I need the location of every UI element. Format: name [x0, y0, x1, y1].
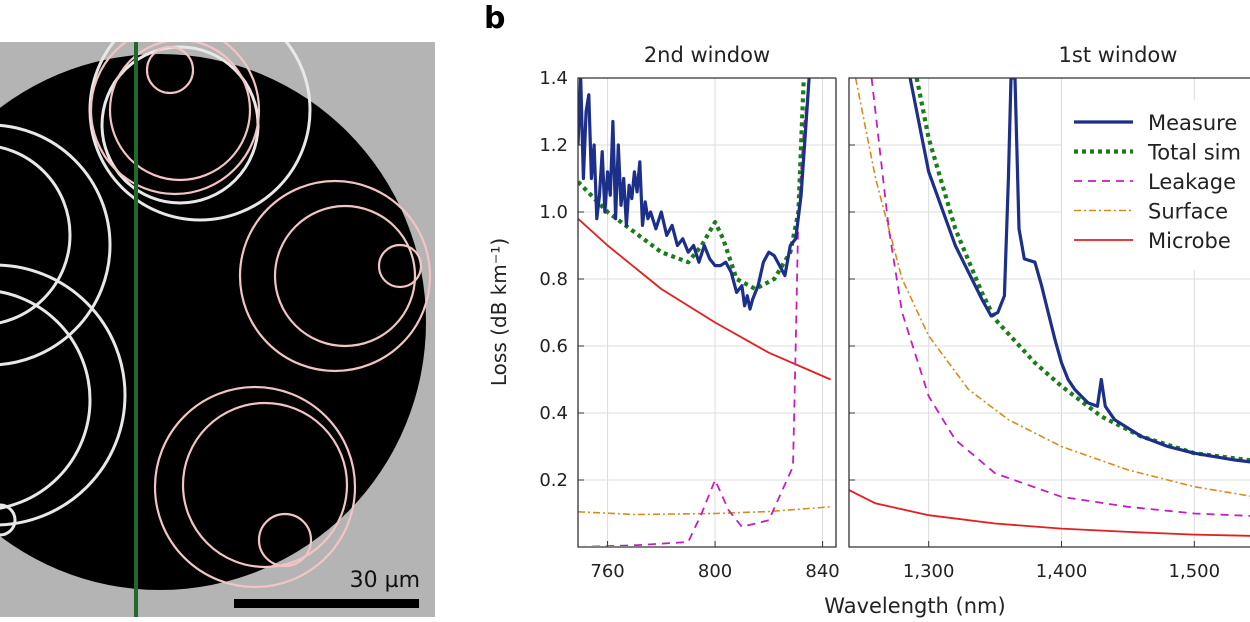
x-axis-label: Wavelength (nm): [824, 594, 1005, 618]
series-surface: [854, 78, 1250, 497]
panel-title: 1st window: [1059, 43, 1178, 67]
series-microbending: [849, 489, 1250, 537]
y-tick-label: 0.2: [539, 470, 568, 491]
x-tick-label: 1,400: [1036, 561, 1088, 582]
y-axis-label: Loss (dB km⁻¹): [487, 238, 511, 386]
panel-a-micrograph: 30 µm: [0, 42, 435, 617]
plot-frame: [848, 77, 1250, 548]
y-tick-label: 1.0: [539, 202, 568, 223]
series-microbending: [578, 218, 831, 381]
x-tick-label: 800: [698, 561, 732, 582]
scale-bar: [234, 599, 419, 608]
x-tick-label: 1,300: [903, 561, 955, 582]
legend-entry: Leakage: [1148, 170, 1236, 194]
series-total: [578, 78, 806, 292]
y-tick-label: 1.2: [539, 135, 568, 156]
legend-entry: Microbe: [1148, 229, 1231, 253]
y-tick-label: 0.8: [539, 269, 568, 290]
legend: Measure Total sim Leakage Surface Microbe: [1062, 100, 1250, 270]
legend-background: [1062, 100, 1250, 270]
panel-2: 1st window 1,300 1,400 1,500: [848, 43, 1250, 582]
y-tick-label: 0.4: [539, 403, 568, 424]
y-tick-label: 0.6: [539, 336, 568, 357]
cladding-rings-designed: [89, 42, 432, 589]
y-tick-label: 1.4: [539, 68, 568, 89]
legend-entry: Total sim: [1147, 141, 1241, 165]
panel-b-label: b: [484, 1, 505, 36]
fiber-core: [0, 54, 426, 590]
series-total: [914, 78, 1250, 463]
plot-frame: [577, 77, 837, 548]
series-measured: [908, 78, 1250, 464]
x-tick-label: 840: [805, 561, 839, 582]
loss-plots: 2nd window 0.2 0.4 0.6 0.8 1.0 1.2 1.4 760 800 840…: [539, 43, 1250, 582]
scale-bar-label: 30 µm: [350, 568, 420, 593]
panel-1: 2nd window 0.2 0.4 0.6 0.8 1.0 1.2 1.4 760 800 840: [539, 43, 839, 582]
series-measured: [578, 78, 811, 311]
x-tick-label: 760: [590, 561, 624, 582]
panel-title: 2nd window: [644, 43, 770, 67]
series-surface: [578, 506, 831, 516]
legend-entry: Measure: [1148, 111, 1237, 135]
x-tick-label: 1,500: [1169, 561, 1221, 582]
legend-entry: Surface: [1148, 200, 1228, 224]
